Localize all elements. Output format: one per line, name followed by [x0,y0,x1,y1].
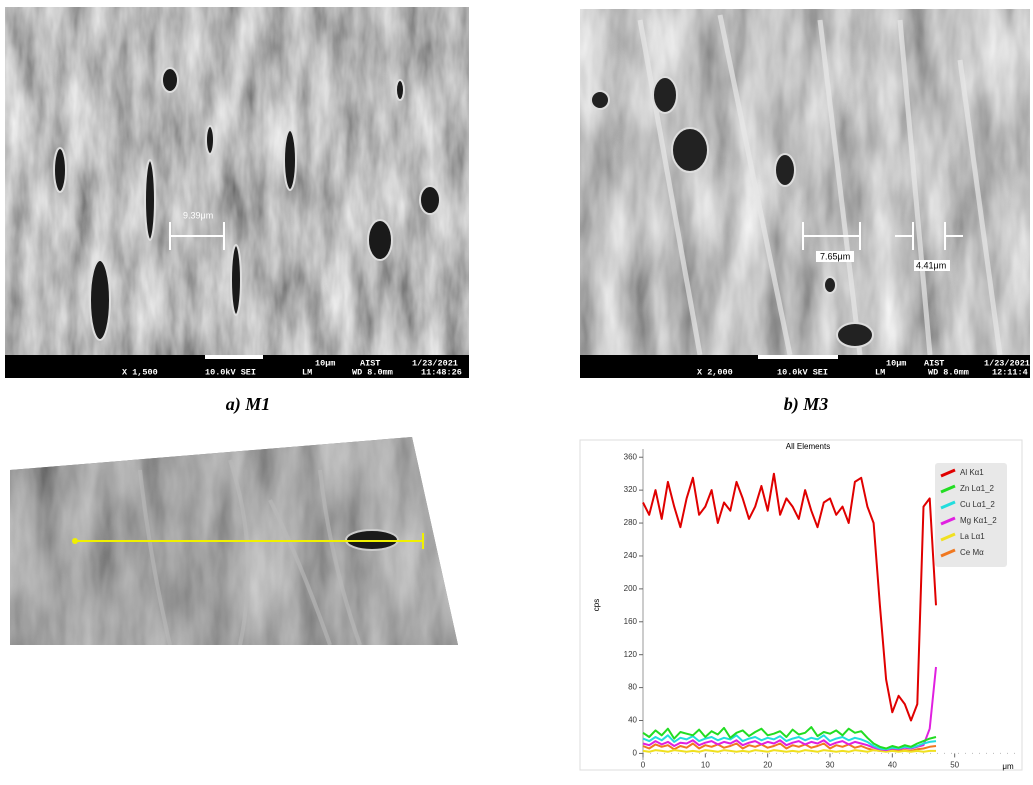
y-tick-label: 200 [624,584,638,593]
legend-label: Al Kα1 [960,468,984,477]
caption: b) M3 [784,394,829,415]
sem-mode: LM [302,367,312,377]
sem-magnification: X 1,500 [122,367,158,377]
sem-magnification: X 2,000 [697,367,733,377]
legend-label: La Lα1 [960,532,985,541]
x-tick-label: 50 [950,761,959,770]
measurement: 9.39μm [183,210,213,220]
sem-wd: WD 8.0mm [928,367,969,377]
legend-label: Cu Lα1_2 [960,500,995,509]
figure: 9.39μm 10μm AIST 1/23/2021 X 1,500 10.0k… [0,0,1033,785]
sem-image-b: 7.65μm 4.41μm 10μm AIST 1/23/2021 X 2,00… [580,9,1030,378]
x-tick-label: 10 [701,761,710,770]
sem-time: 12:11:4 [992,367,1028,377]
y-tick-label: 360 [624,452,638,461]
sem-time: 11:48:26 [421,367,462,377]
x-tick-label: 30 [826,761,835,770]
x-tick-label: 40 [888,761,897,770]
measurement: 4.41μm [916,260,946,270]
caption: a) M1 [226,394,271,415]
y-tick-label: 0 [633,749,638,758]
sem-image-c [10,437,460,647]
y-axis-label: cps [592,599,601,611]
y-tick-label: 240 [624,551,638,560]
sem-voltage: 10.0kV SEI [205,367,256,377]
sem-scale: 10μm [886,358,906,368]
sem-voltage: 10.0kV SEI [777,367,828,377]
y-tick-label: 320 [624,485,638,494]
figure-svg: 9.39μm 10μm AIST 1/23/2021 X 1,500 10.0k… [0,0,1033,785]
y-tick-label: 160 [624,617,638,626]
chart-title: All Elements [786,442,830,451]
x-tick-label: 0 [641,761,646,770]
y-tick-label: 40 [628,716,637,725]
sem-image-a: 9.39μm 10μm AIST 1/23/2021 X 1,500 10.0k… [5,7,469,378]
sem-wd: WD 8.0mm [352,367,393,377]
sem-scale: 10μm [315,358,335,368]
sem-mode: LM [875,367,885,377]
x-tick-label: 20 [763,761,772,770]
legend-label: Mg Kα1_2 [960,516,997,525]
y-tick-label: 80 [628,683,637,692]
measurement: 7.65μm [820,251,850,261]
x-axis-label: μm [1002,762,1014,771]
legend-label: Ce Mα [960,548,984,557]
y-tick-label: 120 [624,650,638,659]
legend-label: Zn Lα1_2 [960,484,995,493]
y-tick-label: 280 [624,518,638,527]
